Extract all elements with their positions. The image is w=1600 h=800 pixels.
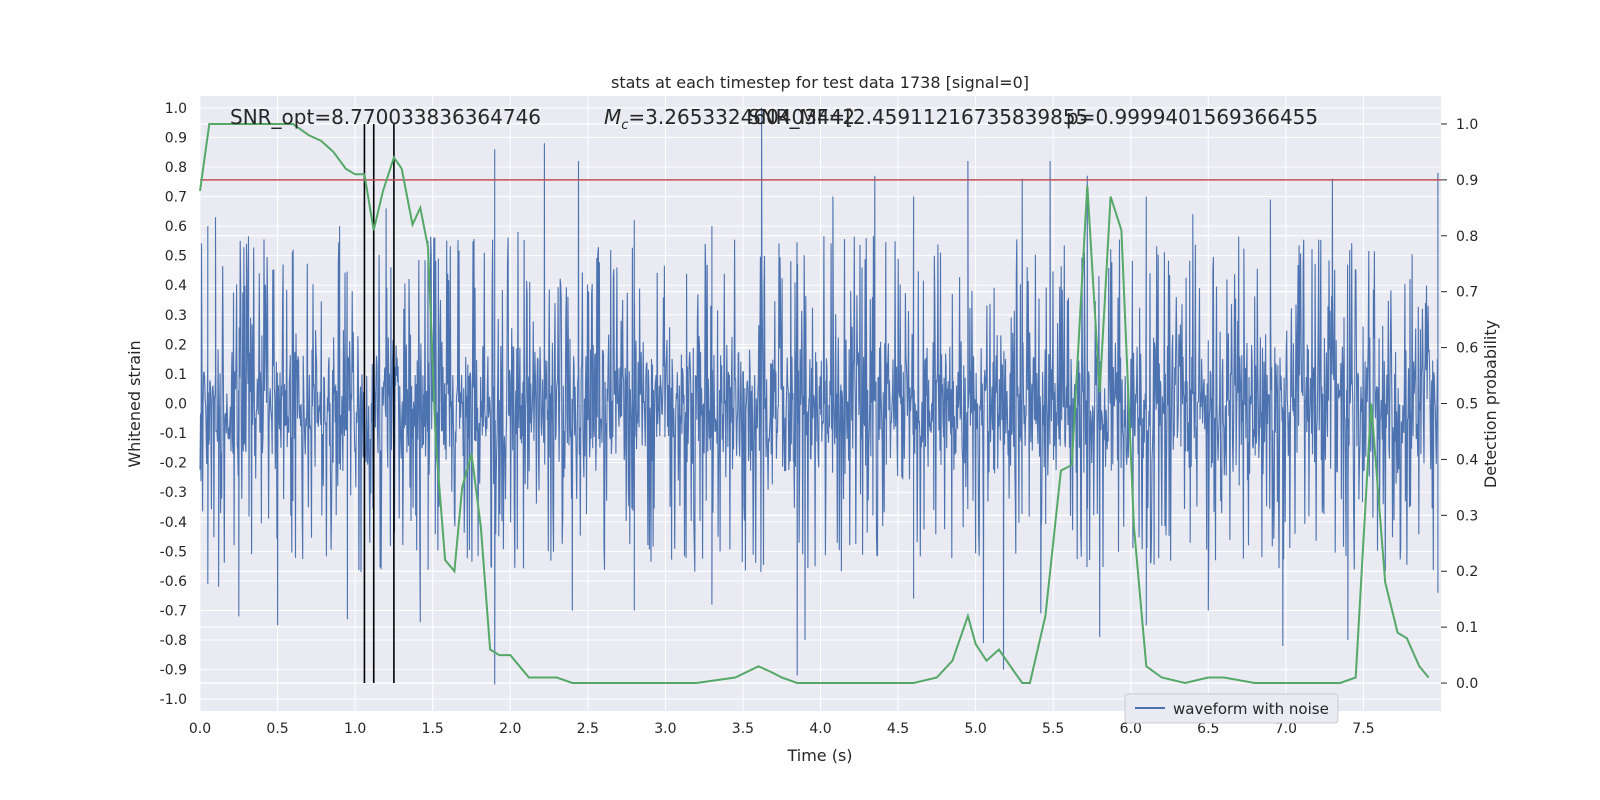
x-tick-label: 2.0: [499, 721, 521, 737]
vertical-markers: [363, 123, 395, 684]
x-tick-label: 2.5: [577, 721, 599, 737]
x-tick-label: 3.5: [732, 721, 754, 737]
y-tick-label: -0.8: [160, 633, 187, 649]
x-tick-label: 0.0: [189, 721, 211, 737]
y-tick-label: -0.6: [160, 574, 187, 590]
y-tick-label: 0.1: [165, 367, 187, 383]
right-tick-label: 0.8: [1456, 229, 1478, 245]
x-tick-label: 4.0: [809, 721, 831, 737]
right-tick-label: 0.2: [1456, 564, 1478, 580]
right-tick-label: 0.7: [1456, 285, 1478, 301]
right-tick-label: 0.9: [1456, 173, 1478, 189]
x-tick-label: 4.5: [887, 721, 909, 737]
waveform-line: [199, 107, 1439, 685]
x-tick-label: 7.0: [1275, 721, 1297, 737]
right-tick-label: 0.0: [1456, 676, 1478, 692]
detection-probability-series: [199, 123, 1430, 685]
y-tick-label: 0.9: [165, 130, 187, 146]
mc-annotation: Mc=3.265332460403442: [604, 105, 855, 133]
y-tick-label: 1.0: [165, 101, 187, 117]
p-annotation: p=0.9999401569366455: [1066, 105, 1318, 129]
y-tick-label: -0.9: [160, 663, 187, 679]
legend-label: waveform with noise: [1173, 700, 1329, 718]
y-axis-label: Whitened strain: [125, 340, 144, 467]
x-tick-label: 1.5: [422, 721, 444, 737]
x-tick-labels: 0.0 0.5 1.0 1.5 2.0 2.5 3.0 3.5 4.0 4.5 5.0 5.5 6.0 6…: [189, 721, 1375, 737]
y-tick-label: 0.7: [165, 190, 187, 206]
right-tick-label: 0.1: [1456, 620, 1478, 636]
right-y-tick-labels: 1.0 0.9 0.8 0.7 0.6 0.5 0.4 0.3 0.2 0.1 0.0: [1441, 117, 1478, 692]
x-tick-label: 3.0: [654, 721, 676, 737]
snr-mf-annotation: SNR_MF=[2.45911216735839855: [748, 105, 1088, 129]
legend: waveform with noise: [1124, 693, 1339, 724]
probability-line: [199, 123, 1430, 685]
y-tick-label: 0.6: [165, 219, 187, 235]
y-tick-label: -0.2: [160, 456, 187, 472]
y-tick-label: 0.4: [165, 278, 187, 294]
right-tick-label: 0.6: [1456, 341, 1478, 357]
right-tick-label: 1.0: [1456, 117, 1478, 133]
y-tick-label: -1.0: [160, 692, 187, 708]
y-tick-label: -0.1: [160, 426, 187, 442]
x-tick-label: 6.5: [1197, 721, 1219, 737]
y-tick-label: 0.0: [165, 397, 187, 413]
y-tick-label: -0.5: [160, 544, 187, 560]
x-tick-label: 1.0: [344, 721, 366, 737]
x-tick-label: 5.5: [1042, 721, 1064, 737]
chart-title: stats at each timestep for test data 173…: [611, 73, 1029, 92]
y-tick-label: 0.8: [165, 160, 187, 176]
y-tick-label: -0.4: [160, 515, 187, 531]
y-tick-labels: 1.0 0.9 0.8 0.7 0.6 0.5 0.4 0.3 0.2 0.1 0.0 -0.1 -0.…: [160, 101, 187, 708]
x-tick-label: 5.0: [964, 721, 986, 737]
y-tick-label: -0.3: [160, 485, 187, 501]
x-axis-label: Time (s): [786, 746, 852, 765]
right-y-axis-label: Detection probability: [1481, 320, 1500, 488]
y-tick-label: 0.2: [165, 337, 187, 353]
legend-box: [1124, 693, 1339, 724]
right-tick-label: 0.3: [1456, 508, 1478, 524]
x-tick-label: 6.0: [1120, 721, 1142, 737]
waveform-series: [199, 107, 1439, 685]
x-tick-label: 0.5: [266, 721, 288, 737]
y-tick-label: 0.5: [165, 249, 187, 265]
right-tick-label: 0.5: [1456, 397, 1478, 413]
y-tick-label: -0.7: [160, 603, 187, 619]
x-tick-label: 7.5: [1352, 721, 1374, 737]
y-tick-label: 0.3: [165, 308, 187, 324]
snr-annotation: SNR_opt=8.770033836364746: [230, 105, 541, 129]
right-tick-label: 0.4: [1456, 452, 1478, 468]
